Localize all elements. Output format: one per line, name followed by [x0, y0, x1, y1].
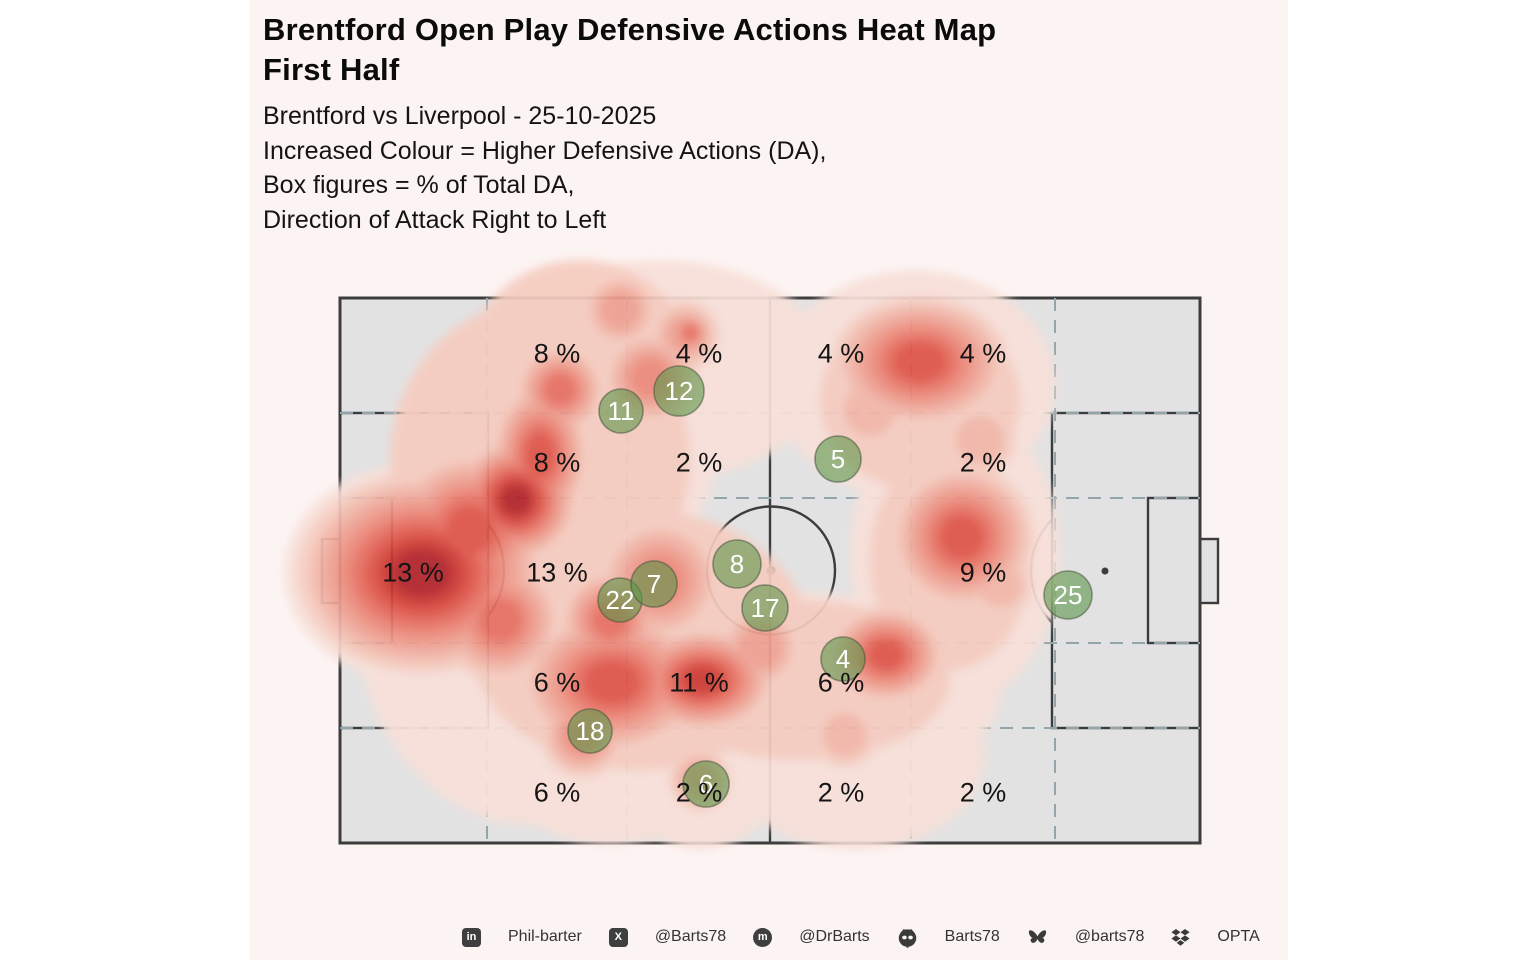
player-number-6: 6 — [699, 769, 713, 799]
player-circle-12 — [653, 365, 705, 417]
opta-label: OPTA — [1217, 928, 1260, 945]
zone-percentage-label: 8 % — [534, 339, 581, 369]
player-number-4: 4 — [836, 644, 850, 674]
zone-percentage-label: 4 % — [676, 339, 723, 369]
credit-github: Barts78 — [897, 927, 1000, 948]
linkedin-handle: Phil-barter — [508, 928, 582, 945]
x-icon: X — [608, 927, 628, 947]
goal-right — [1198, 537, 1220, 605]
heat-band — [738, 626, 782, 670]
subtitle-box-note: Box figures = % of Total DA, — [263, 171, 575, 199]
heat-band — [600, 290, 640, 330]
player-numbers: 11 12 5 817 22 7 4 18 6 25 — [576, 376, 1083, 799]
zone-percentage-label: 6 % — [818, 668, 865, 698]
github-handle: Barts78 — [944, 928, 1000, 945]
heat-band — [940, 515, 984, 559]
player-number-18: 18 — [576, 716, 605, 746]
zone-percentage-label: 2 % — [676, 778, 723, 808]
zone-percentage-label: 2 % — [960, 448, 1007, 478]
zone-percentage-label: 8 % — [534, 448, 581, 478]
chart-title-line2: First Half — [263, 52, 400, 87]
heat-band — [525, 432, 555, 478]
mastodon-icon: m — [753, 927, 773, 947]
credit-opta: OPTA — [1171, 928, 1260, 947]
heat-band — [893, 342, 947, 382]
linkedin-icon: in — [462, 927, 481, 947]
credit-x: X @Barts78 — [608, 927, 727, 947]
mastodon-handle: @DrBarts — [799, 928, 870, 945]
heat-band — [501, 485, 531, 515]
heat-band — [868, 640, 904, 670]
credits-footer: in Phil-barter X @Barts78 m @DrBarts — [462, 922, 1260, 952]
player-circle-18 — [567, 708, 613, 754]
zone-percentage-label: 11 % — [669, 668, 729, 698]
zone-percentage-label: 9 % — [960, 558, 1007, 588]
github-icon — [897, 927, 918, 948]
heat-band — [823, 713, 867, 757]
zone-percentage-label: 13 % — [382, 558, 444, 588]
heat-band — [956, 416, 1004, 464]
player-circle-11 — [598, 388, 644, 434]
subtitle-colour-note: Increased Colour = Higher Defensive Acti… — [263, 136, 827, 165]
credit-mastodon: m @DrBarts — [753, 927, 870, 947]
chart-header: Brentford Open Play Defensive Actions He… — [263, 10, 996, 237]
x-handle: @Barts78 — [654, 928, 727, 945]
heat-band — [682, 666, 722, 694]
bluesky-handle: @barts78 — [1074, 928, 1145, 945]
heat-band — [544, 374, 576, 406]
player-markers — [567, 365, 1093, 808]
zone-percentage-labels: 8 % 4 % 4 % 4 % 8 % 2 % 2 % 13 % 13 % 9 % 6 % 11 % 6… — [382, 339, 1006, 808]
zone-percentage-label: 2 % — [960, 778, 1007, 808]
zone-percentage-label: 4 % — [960, 339, 1007, 369]
zone-percentage-label: 6 % — [534, 668, 581, 698]
player-number-7: 7 — [647, 569, 661, 599]
heat-band — [583, 660, 641, 704]
zone-percentage-label: 6 % — [534, 778, 581, 808]
credit-linkedin: in Phil-barter — [462, 927, 582, 947]
subtitle-direction-note: Direction of Attack Right to Left — [263, 205, 607, 234]
player-number-17: 17 — [751, 593, 780, 623]
player-circle-25 — [1043, 570, 1093, 620]
zone-percentage-label: 13 % — [526, 558, 588, 588]
player-number-5: 5 — [831, 444, 845, 474]
chart-title-line1: Brentford Open Play Defensive Actions He… — [263, 12, 997, 47]
player-circle-4 — [820, 636, 866, 682]
player-circle-8 — [712, 539, 762, 589]
player-number-12: 12 — [665, 376, 694, 406]
player-number-11: 11 — [608, 396, 635, 426]
subtitle-match: Brentford vs Liverpool - 25-10-2025 — [263, 102, 657, 130]
heat-band — [392, 549, 452, 597]
zone-percentage-label: 2 % — [818, 778, 865, 808]
player-circle-7 — [630, 560, 678, 608]
zone-percentage-label: 4 % — [818, 339, 865, 369]
player-number-22: 22 — [606, 585, 635, 615]
penalty-spot-right — [1101, 567, 1109, 575]
goal-area-right — [1146, 496, 1202, 645]
heat-band — [478, 598, 522, 642]
bluesky-butterfly-icon — [1027, 928, 1048, 947]
credit-bluesky: @barts78 — [1027, 928, 1145, 947]
player-circle-5 — [814, 435, 862, 483]
player-number-25: 25 — [1054, 580, 1083, 610]
chart-subtitle: Brentford vs Liverpool - 25-10-2025 Incr… — [263, 99, 996, 237]
zone-percentage-label: 2 % — [676, 448, 723, 478]
heat-band — [682, 325, 698, 341]
player-number-8: 8 — [730, 549, 744, 579]
heat-band — [446, 506, 494, 554]
dropbox-icon — [1171, 928, 1190, 947]
player-circle-6 — [682, 760, 730, 808]
player-circle-17 — [741, 584, 789, 632]
